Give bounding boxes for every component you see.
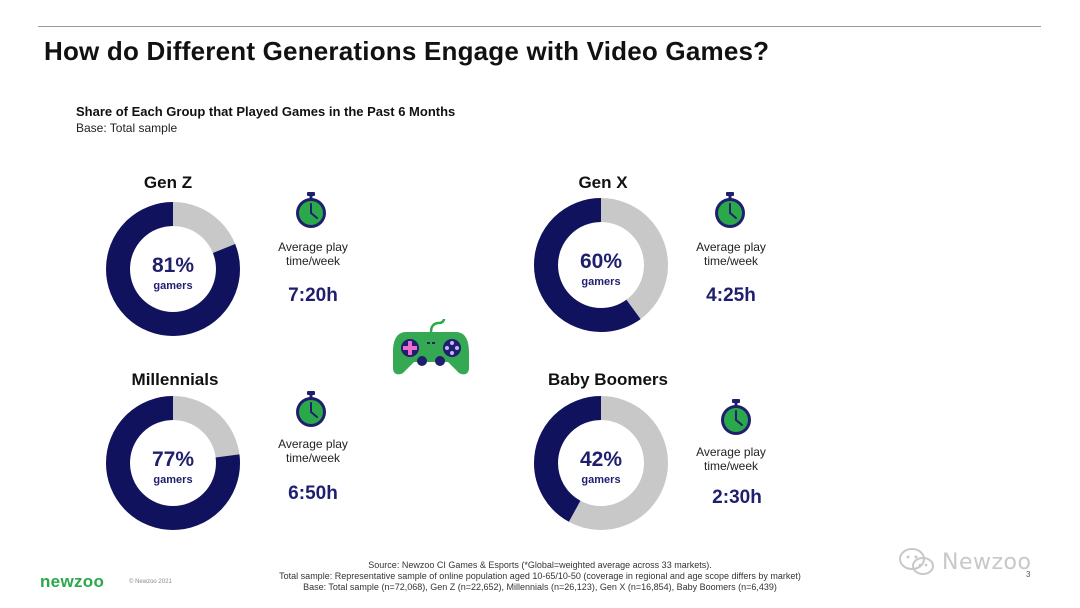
footer-notes: Source: Newzoo CI Games & Esports (*Glob… bbox=[180, 560, 900, 593]
avg-label-line2: time/week bbox=[285, 451, 341, 465]
donut-millennials bbox=[106, 396, 240, 530]
donut-center-millennials: 77% gamers bbox=[106, 448, 240, 488]
group-name-gen-x: Gen X bbox=[578, 173, 628, 192]
percent-gen-x: 60% bbox=[579, 250, 623, 273]
page-title: How do Different Generations Engage with… bbox=[44, 36, 770, 66]
gamers-label-gen-z: gamers bbox=[153, 280, 193, 292]
donut-baby-boomers bbox=[534, 396, 668, 530]
gamers-label-baby-boomers: gamers bbox=[581, 474, 621, 486]
top-divider bbox=[38, 26, 1041, 27]
stopwatch-icon bbox=[296, 391, 326, 427]
stopwatch-icon bbox=[721, 399, 751, 435]
copyright-text: © Newzoo 2021 bbox=[129, 579, 172, 585]
percent-gen-z: 81% bbox=[151, 254, 195, 277]
base-detail-note: Base: Total sample (n=72,068), Gen Z (n=… bbox=[303, 582, 777, 592]
game-controller-icon bbox=[393, 318, 469, 375]
percent-baby-boomers: 42% bbox=[579, 448, 623, 471]
donut-center-baby-boomers: 42% gamers bbox=[534, 448, 668, 488]
avg-time-gen-x: 4:25h bbox=[706, 285, 756, 306]
avg-label-baby-boomers: Average play time/week bbox=[676, 445, 786, 473]
donut-slice-gen-z bbox=[106, 202, 240, 336]
avg-label-line1: Average play bbox=[696, 240, 766, 254]
stopwatch-icon bbox=[715, 192, 745, 228]
avg-time-gen-z: 7:20h bbox=[288, 285, 338, 306]
donut-gen-z bbox=[106, 202, 240, 336]
donut-center-gen-z: 81% gamers bbox=[106, 254, 240, 294]
group-name-millennials: Millennials bbox=[131, 370, 219, 389]
donut-gen-x bbox=[534, 198, 668, 332]
donut-slice-millennials bbox=[106, 396, 240, 530]
source-note: Source: Newzoo CI Games & Esports (*Glob… bbox=[368, 560, 712, 570]
avg-label-gen-z: Average play time/week bbox=[258, 240, 368, 268]
group-name-gen-z: Gen Z bbox=[143, 173, 193, 192]
avg-label-gen-x: Average play time/week bbox=[676, 240, 786, 268]
group-name-baby-boomers: Baby Boomers bbox=[548, 370, 668, 389]
watermark-text: Newzoo bbox=[942, 549, 1032, 575]
base-note: Base: Total sample bbox=[76, 121, 178, 135]
avg-label-line2: time/week bbox=[703, 459, 759, 473]
watermark: Newzoo bbox=[898, 547, 1031, 577]
avg-label-line2: time/week bbox=[703, 254, 759, 268]
avg-label-line1: Average play bbox=[696, 445, 766, 459]
page-number: 3 bbox=[1026, 570, 1031, 579]
percent-millennials: 77% bbox=[151, 448, 195, 471]
chart-subtitle: Share of Each Group that Played Games in… bbox=[76, 104, 456, 119]
donut-slice-gen-x bbox=[534, 198, 668, 332]
avg-time-baby-boomers: 2:30h bbox=[712, 487, 762, 508]
newzoo-logo: newzoo bbox=[40, 572, 105, 591]
avg-label-line1: Average play bbox=[278, 437, 348, 451]
gamers-label-gen-x: gamers bbox=[581, 276, 621, 288]
wechat-icon bbox=[899, 548, 934, 575]
donut-center-gen-x: 60% gamers bbox=[534, 250, 668, 290]
gamers-label-millennials: gamers bbox=[153, 474, 193, 486]
avg-label-millennials: Average play time/week bbox=[258, 437, 368, 465]
total-sample-note: Total sample: Representative sample of o… bbox=[279, 571, 801, 581]
stopwatch-icon bbox=[296, 192, 326, 228]
avg-label-line1: Average play bbox=[278, 240, 348, 254]
avg-time-millennials: 6:50h bbox=[288, 483, 338, 504]
donut-slice-baby-boomers bbox=[534, 396, 668, 530]
avg-label-line2: time/week bbox=[285, 254, 341, 268]
